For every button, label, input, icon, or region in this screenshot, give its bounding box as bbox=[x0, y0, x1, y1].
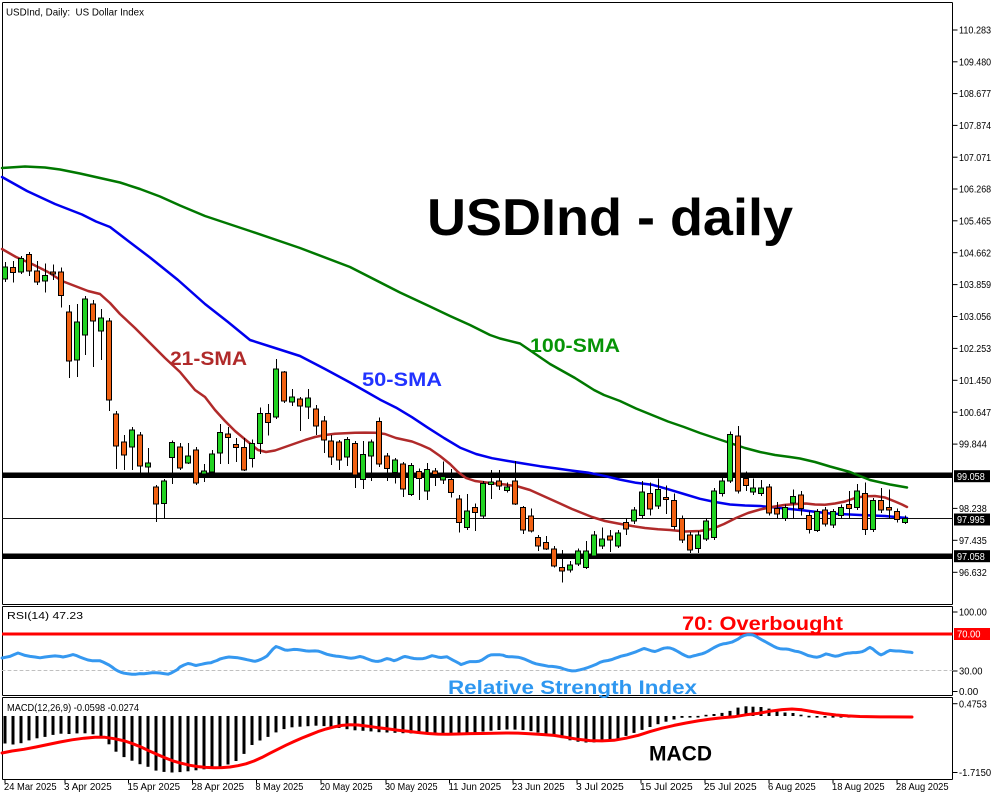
svg-text:101.450: 101.450 bbox=[959, 376, 991, 387]
svg-text:24 Mar 2025: 24 Mar 2025 bbox=[4, 781, 57, 793]
svg-text:97.995: 97.995 bbox=[957, 515, 985, 526]
svg-text:106.268: 106.268 bbox=[959, 185, 991, 196]
svg-text:100.647: 100.647 bbox=[959, 408, 991, 419]
svg-text:97.058: 97.058 bbox=[957, 552, 985, 563]
svg-text:30 May 2025: 30 May 2025 bbox=[385, 781, 438, 793]
svg-text:20 May 2025: 20 May 2025 bbox=[320, 781, 373, 793]
svg-text:100.00: 100.00 bbox=[959, 608, 987, 619]
svg-text:97.435: 97.435 bbox=[959, 536, 987, 547]
svg-text:110.283: 110.283 bbox=[959, 26, 991, 37]
svg-text:109.480: 109.480 bbox=[959, 57, 991, 68]
svg-text:103.056: 103.056 bbox=[959, 312, 991, 323]
svg-text:98.238: 98.238 bbox=[959, 504, 987, 515]
svg-text:3 Jul 2025: 3 Jul 2025 bbox=[576, 781, 624, 793]
svg-text:23 Jun 2025: 23 Jun 2025 bbox=[512, 781, 565, 793]
svg-text:102.253: 102.253 bbox=[959, 344, 991, 355]
svg-text:11 Jun 2025: 11 Jun 2025 bbox=[449, 781, 502, 793]
svg-text:USDInd, Daily: US Dollar Inde: USDInd, Daily: US Dollar Index bbox=[6, 7, 145, 19]
svg-text:15 Apr 2025: 15 Apr 2025 bbox=[128, 781, 181, 793]
svg-text:104.662: 104.662 bbox=[959, 248, 991, 259]
svg-text:50-SMA: 50-SMA bbox=[362, 369, 442, 391]
svg-text:-1.7150: -1.7150 bbox=[959, 768, 992, 779]
svg-text:25 Jul 2025: 25 Jul 2025 bbox=[704, 781, 757, 793]
svg-text:28 Apr 2025: 28 Apr 2025 bbox=[192, 781, 245, 793]
svg-text:3 Apr 2025: 3 Apr 2025 bbox=[64, 781, 112, 793]
svg-text:108.677: 108.677 bbox=[959, 89, 991, 100]
svg-text:0.4753: 0.4753 bbox=[959, 699, 987, 710]
svg-text:6 Aug 2025: 6 Aug 2025 bbox=[768, 781, 816, 793]
svg-text:RSI(14) 47.23: RSI(14) 47.23 bbox=[7, 610, 83, 622]
svg-text:30.00: 30.00 bbox=[959, 667, 983, 678]
svg-text:18 Aug 2025: 18 Aug 2025 bbox=[832, 781, 885, 793]
svg-text:107.071: 107.071 bbox=[959, 153, 991, 164]
svg-text:8 May 2025: 8 May 2025 bbox=[256, 781, 304, 793]
svg-text:0.00: 0.00 bbox=[959, 687, 979, 698]
svg-text:70.00: 70.00 bbox=[957, 630, 981, 641]
svg-text:105.465: 105.465 bbox=[959, 216, 991, 227]
svg-text:70: Overbought: 70: Overbought bbox=[682, 613, 844, 635]
svg-text:21-SMA: 21-SMA bbox=[170, 348, 247, 370]
svg-text:Relative Strength Index: Relative Strength Index bbox=[448, 677, 697, 699]
svg-text:99.058: 99.058 bbox=[957, 472, 985, 483]
svg-text:28 Aug 2025: 28 Aug 2025 bbox=[896, 781, 949, 793]
svg-text:15 Jul 2025: 15 Jul 2025 bbox=[640, 781, 693, 793]
svg-text:USDInd - daily: USDInd - daily bbox=[427, 189, 793, 247]
svg-text:103.859: 103.859 bbox=[959, 280, 991, 291]
svg-text:MACD: MACD bbox=[649, 743, 712, 766]
svg-text:107.874: 107.874 bbox=[959, 121, 991, 132]
svg-text:96.632: 96.632 bbox=[959, 568, 987, 579]
svg-text:MACD(12,26,9) -0.0598 -0.0274: MACD(12,26,9) -0.0598 -0.0274 bbox=[7, 702, 139, 714]
svg-text:100-SMA: 100-SMA bbox=[530, 335, 620, 357]
svg-text:99.844: 99.844 bbox=[959, 440, 987, 451]
